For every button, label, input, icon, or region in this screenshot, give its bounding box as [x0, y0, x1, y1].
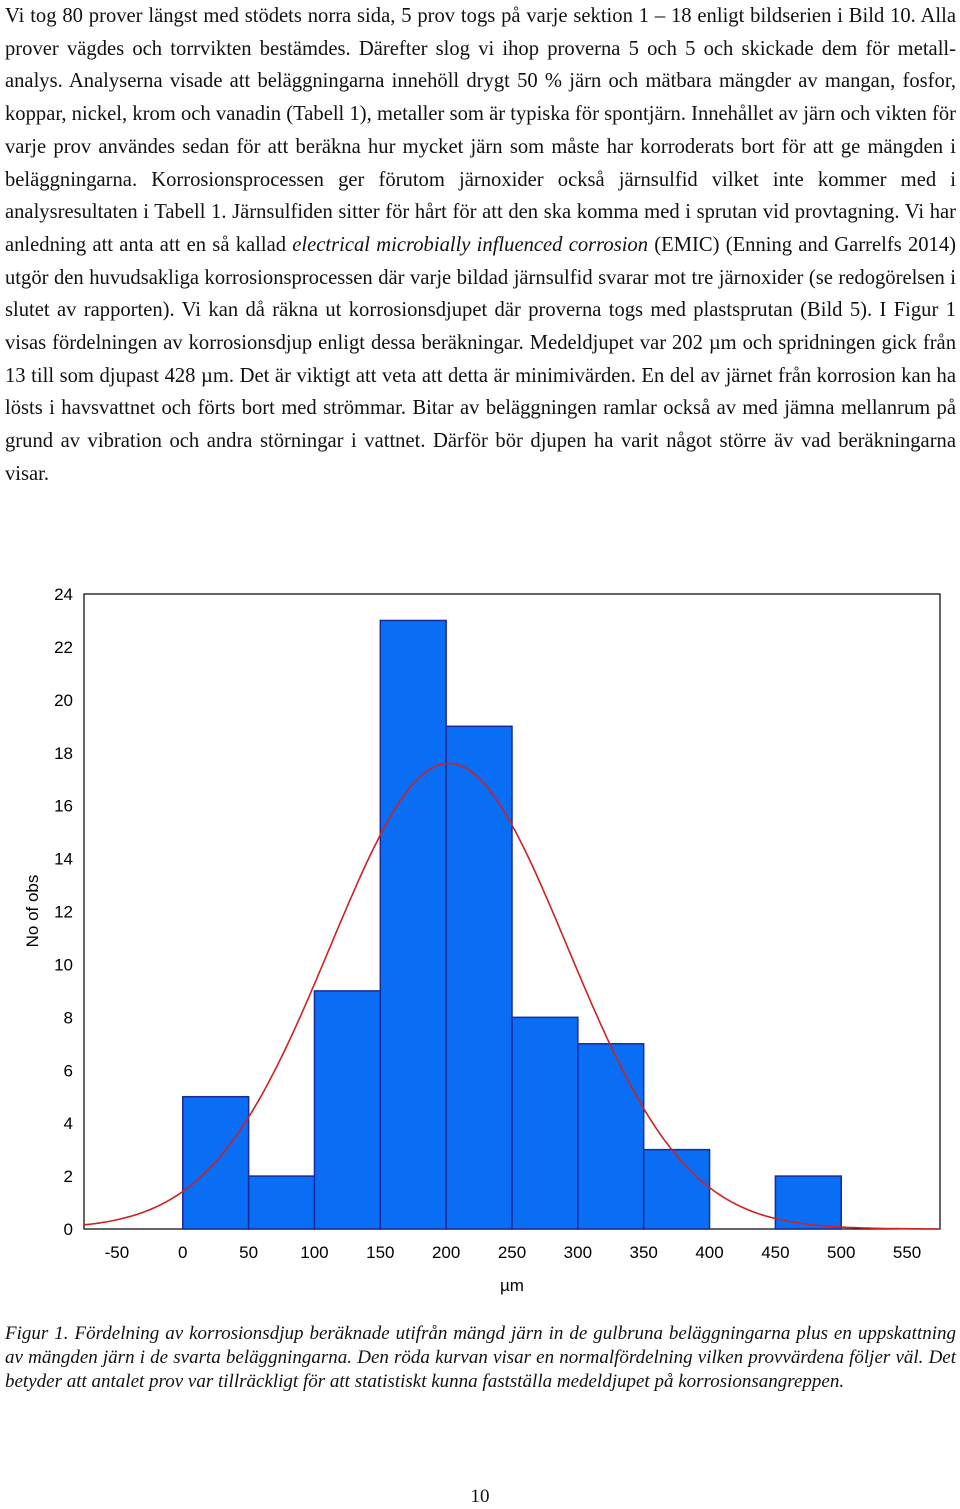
y-tick-label: 24: [54, 585, 73, 604]
x-tick-label: 550: [893, 1243, 921, 1262]
y-tick-label: 20: [54, 691, 73, 710]
y-tick-label: 14: [54, 850, 73, 869]
y-tick-label: 12: [54, 903, 73, 922]
x-tick-label: 50: [239, 1243, 258, 1262]
histogram-bar: [511, 1016, 579, 1230]
histogram-bar: [313, 990, 382, 1230]
histogram-bar: [577, 1043, 645, 1230]
y-tick-label: 2: [64, 1167, 73, 1186]
x-tick-labels: -50 0 50 100 150 200 250 300 350 400 450 500 550: [105, 1243, 922, 1262]
x-tick-label: 450: [761, 1243, 789, 1262]
x-tick-label: 100: [300, 1243, 328, 1262]
y-tick-label: 4: [64, 1114, 73, 1133]
histogram-bar: [445, 725, 513, 1230]
x-tick-label: 150: [366, 1243, 394, 1262]
x-tick-label: -50: [105, 1243, 130, 1262]
normal-curve: [83, 762, 940, 1230]
x-tick-label: 500: [827, 1243, 855, 1262]
y-axis-label: No of obs: [23, 875, 42, 948]
histogram-bar: [642, 1148, 711, 1230]
body-text-term: electrical microbially influenced corros…: [292, 233, 649, 256]
body-text-part2: (EMIC) (Enning and Garrelfs 2014) utgör …: [5, 233, 957, 485]
page-number: 10: [470, 1486, 490, 1507]
y-tick-label: 18: [54, 744, 73, 763]
y-tick-label: 0: [64, 1220, 73, 1239]
y-tick-label: 16: [54, 797, 73, 816]
histogram-bar: [247, 1175, 316, 1230]
bars: [182, 619, 842, 1230]
x-tick-label: 200: [432, 1243, 460, 1262]
body-text-part1: Vi tog 80 prover längst med stödets norr…: [5, 5, 956, 256]
y-tick-label: 6: [64, 1061, 73, 1080]
y-tick-label: 8: [64, 1008, 73, 1027]
x-tick-label: 400: [695, 1243, 723, 1262]
histogram-bar: [379, 619, 447, 1230]
y-tick-label: 22: [54, 638, 73, 657]
x-tick-label: 350: [630, 1243, 658, 1262]
x-tick-label: 250: [498, 1243, 526, 1262]
figure-caption: Figur 1. Fördelning av korrosionsdjup be…: [5, 1323, 956, 1392]
x-tick-label: 300: [564, 1243, 592, 1262]
x-tick-label: 0: [178, 1243, 187, 1262]
body-text: Vi tog 80 prover längst med stödets norr…: [5, 0, 956, 491]
x-axis-label: µm: [500, 1276, 524, 1295]
y-tick-label: 10: [54, 955, 73, 974]
